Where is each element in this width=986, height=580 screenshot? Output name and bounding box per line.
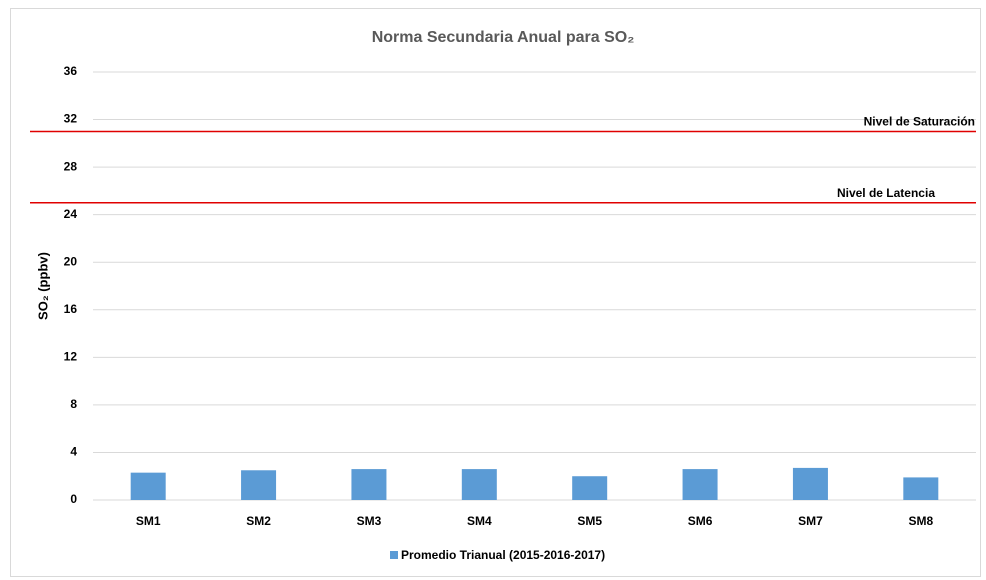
bar [682,469,718,500]
reference-label: Nivel de Latencia [837,186,935,200]
y-tick-label: 28 [64,159,78,173]
x-tick-label: SM2 [246,514,271,528]
y-tick-label: 4 [70,445,77,459]
x-tick-label: SM6 [688,514,713,528]
y-tick-label: 16 [64,302,78,316]
chart-title: Norma Secundaria Anual para SO₂ [372,29,635,46]
x-tick-label: SM4 [467,514,492,528]
bar [461,469,497,500]
x-tick-label: SM7 [798,514,823,528]
bar [572,476,608,500]
reference-label: Nivel de Saturación [864,115,975,129]
bar [351,469,387,500]
bar [792,467,828,500]
bar [241,470,277,500]
y-tick-label: 24 [64,207,78,221]
y-tick-label: 0 [70,492,77,506]
legend-label: Promedio Trianual (2015-2016-2017) [401,548,605,562]
y-tick-label: 36 [64,64,78,78]
y-tick-label: 20 [64,254,78,268]
y-tick-label: 12 [64,350,78,364]
x-tick-label: SM3 [357,514,382,528]
bar [903,477,939,500]
y-axis-label: SO₂ (ppbv) [35,252,50,320]
x-tick-label: SM1 [136,514,161,528]
y-tick-label: 8 [70,397,77,411]
legend-swatch [390,551,398,559]
bar [130,472,166,500]
x-tick-label: SM8 [908,514,933,528]
y-tick-label: 32 [64,112,78,126]
x-tick-label: SM5 [577,514,602,528]
